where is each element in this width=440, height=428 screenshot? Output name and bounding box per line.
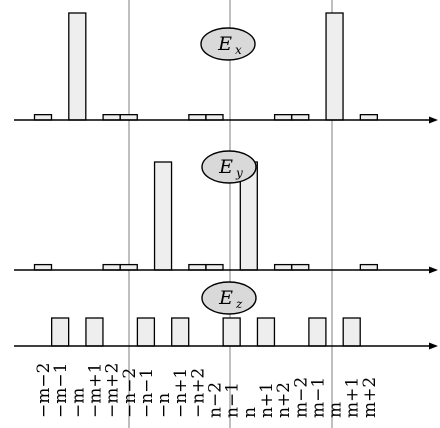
x-tick-label-5: −m+2 (103, 363, 123, 418)
x-tick-label-3: −m (68, 388, 88, 418)
x-tick-label-8: −n (154, 393, 174, 418)
x-tick-label-15: n+2 (274, 382, 294, 418)
component-subscript-y: y (235, 166, 243, 180)
x-tick-label-1: −m−2 (34, 363, 54, 418)
x-axis-arrow-x (429, 116, 438, 124)
bar-x-10 (188, 114, 207, 121)
bar-z-2 (51, 317, 70, 347)
x-tick-label-14: n+1 (257, 382, 277, 418)
x-tick-label-18: m (326, 402, 346, 418)
bar-x-16 (291, 114, 310, 121)
bar-y-5 (102, 263, 121, 271)
bar-z-14 (256, 317, 276, 347)
bar-z-19 (342, 317, 361, 347)
x-tick-label-7: −n−1 (137, 368, 157, 418)
x-tick-label-17: m−1 (308, 377, 328, 418)
x-tick-label-20: m+2 (360, 377, 380, 418)
x-tick-label-6: −n−2 (120, 368, 140, 418)
bar-z-4 (85, 317, 104, 347)
bar-x-1 (33, 114, 53, 121)
x-tick-label-19: m+1 (343, 377, 363, 418)
bar-x-3 (68, 12, 87, 121)
bar-y-16 (291, 263, 310, 271)
component-label-z: E (218, 287, 233, 309)
bar-z-12 (222, 317, 241, 347)
bar-y-11 (205, 263, 224, 271)
component-label-x: E (217, 33, 232, 55)
component-subscript-x: x (235, 43, 242, 57)
x-tick-label-2: −m−1 (51, 363, 71, 418)
bar-y-15 (273, 263, 293, 271)
bar-x-11 (205, 114, 224, 121)
x-tick-label-16: m−2 (291, 377, 311, 418)
component-oval-x (200, 27, 256, 61)
bar-y-8 (153, 161, 173, 271)
x-tick-label-13: n (240, 407, 260, 418)
bar-y-10 (188, 263, 207, 271)
x-axis-arrow-y (429, 266, 438, 274)
bar-x-5 (102, 114, 121, 121)
bar-x-6 (119, 114, 138, 121)
bar-x-15 (273, 114, 293, 121)
x-tick-label-10: −n+2 (188, 368, 208, 418)
bar-z-17 (308, 317, 327, 347)
bar-x-18 (325, 12, 344, 121)
component-oval-y (201, 150, 257, 184)
component-oval-z (201, 281, 257, 315)
x-tick-label-11: n−2 (206, 382, 226, 418)
bar-z-9 (171, 317, 190, 347)
component-subscript-z: z (235, 297, 243, 311)
bar-y-20 (359, 263, 379, 271)
x-tick-label-4: −m+1 (85, 363, 105, 418)
bar-y-1 (33, 263, 53, 271)
bar-z-7 (136, 317, 156, 347)
x-tick-label-9: −n+1 (171, 368, 191, 418)
x-axis-arrow-z (429, 342, 438, 350)
component-label-y: E (218, 156, 233, 178)
x-tick-label-12: n−1 (223, 382, 243, 418)
bar-y-6 (119, 263, 138, 271)
bar-x-20 (359, 114, 379, 121)
